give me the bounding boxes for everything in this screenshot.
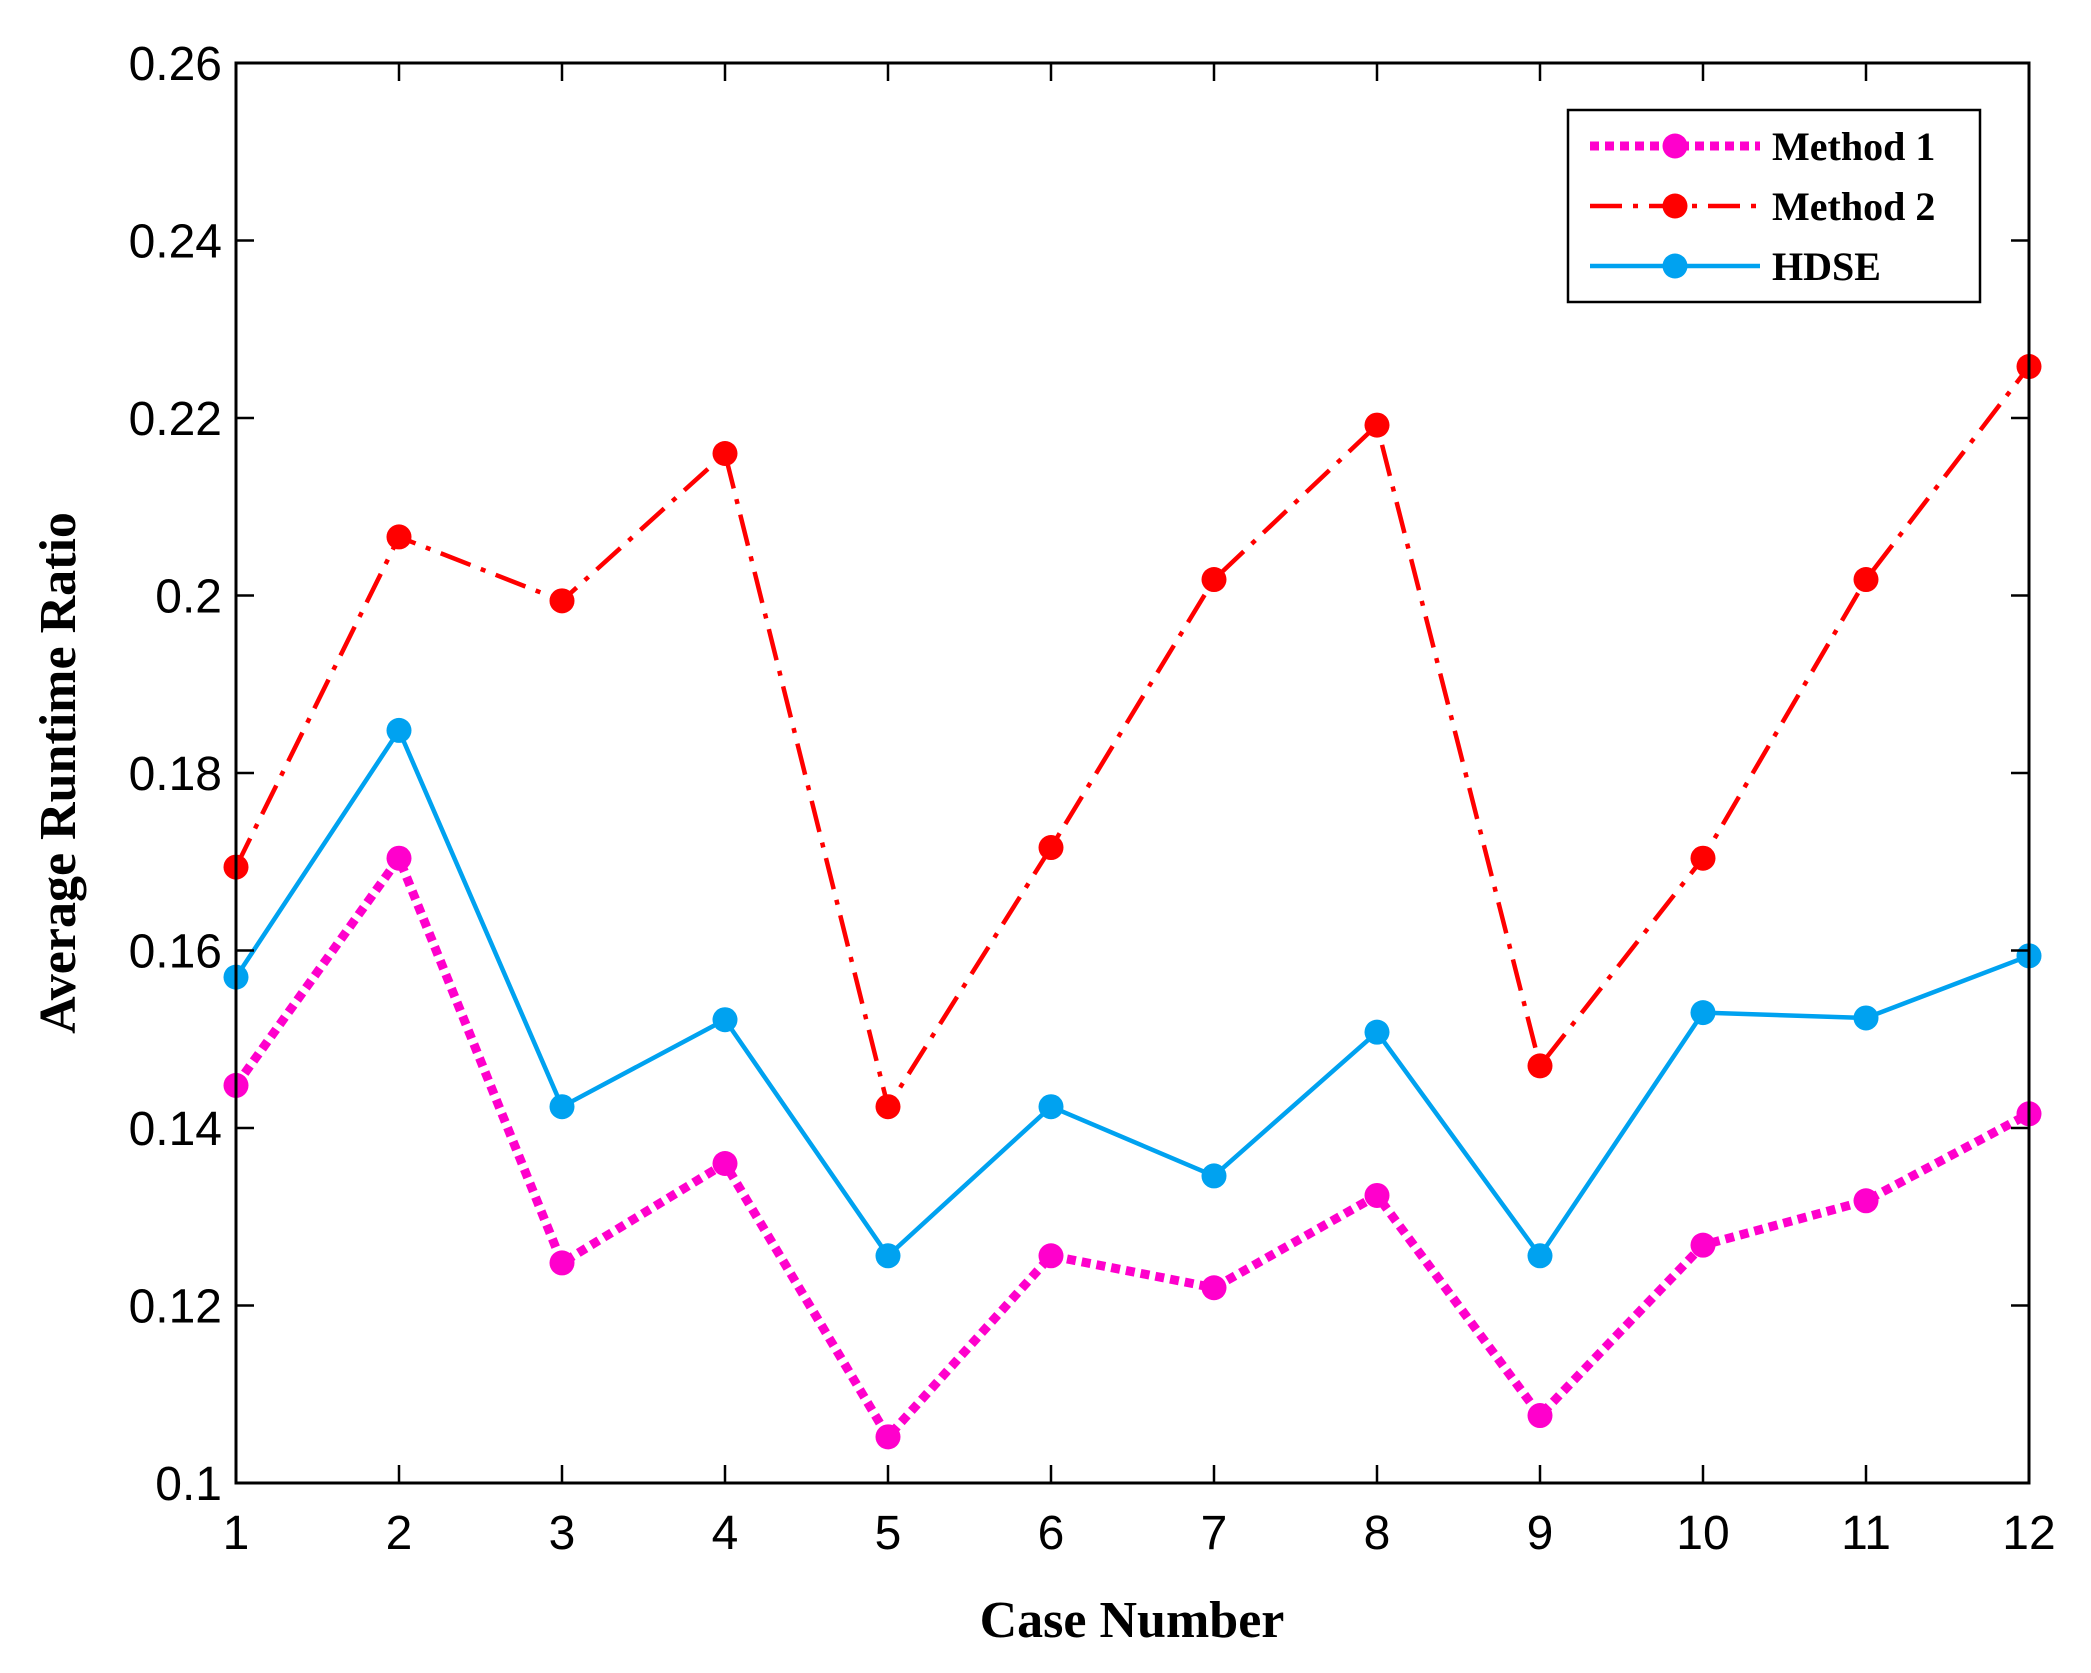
- legend-label: Method 1: [1772, 124, 1935, 169]
- data-point: [1201, 1275, 1227, 1301]
- plot-frame: [234, 61, 2031, 1485]
- data-point: [549, 1094, 575, 1120]
- legend: Method 1 Method 2 HDSE: [1566, 108, 1982, 304]
- legend-marker: [1662, 193, 1688, 219]
- data-point: [712, 1007, 738, 1033]
- data-point: [875, 1243, 901, 1269]
- x-tick-label: 5: [875, 1507, 902, 1560]
- data-point: [549, 1250, 575, 1276]
- data-point: [1364, 1182, 1390, 1208]
- legend-marker: [1662, 133, 1688, 159]
- data-point: [1690, 1000, 1716, 1026]
- legend-label: HDSE: [1772, 244, 1881, 289]
- y-tick-label: 0.18: [129, 748, 222, 801]
- y-tick-label: 0.14: [129, 1103, 222, 1156]
- data-point: [875, 1424, 901, 1450]
- x-tick-label: 12: [2002, 1507, 2055, 1560]
- data-point: [1853, 567, 1879, 593]
- series-line: [232, 853, 2032, 1442]
- x-tick-label: 9: [1527, 1507, 1554, 1560]
- y-tick-label: 0.24: [129, 216, 222, 269]
- series-method-1: [223, 845, 2042, 1450]
- y-tick-label: 0.12: [129, 1281, 222, 1334]
- data-point: [875, 1094, 901, 1120]
- y-tick-label: 0.22: [129, 393, 222, 446]
- x-tick-label: 8: [1364, 1507, 1391, 1560]
- legend-label: Method 2: [1772, 184, 1935, 229]
- x-tick-label: 11: [1841, 1507, 1891, 1560]
- x-tick-label: 4: [712, 1507, 739, 1560]
- x-tick-label: 7: [1201, 1507, 1228, 1560]
- data-point: [1853, 1005, 1879, 1031]
- data-point: [1690, 1232, 1716, 1258]
- legend-marker: [1662, 253, 1688, 279]
- data-point: [712, 1151, 738, 1176]
- data-point: [1690, 845, 1716, 871]
- series-line: [234, 728, 2030, 1259]
- series-layer: [223, 354, 2042, 1450]
- data-point: [1038, 835, 1064, 861]
- data-point: [386, 717, 412, 743]
- data-point: [1364, 1019, 1390, 1045]
- data-point: [1364, 412, 1390, 438]
- data-point: [386, 845, 412, 871]
- x-axis-title: Case Number: [980, 1592, 1285, 1649]
- y-tick-label: 0.1: [155, 1458, 222, 1511]
- x-tick-label: 3: [549, 1507, 576, 1560]
- data-point: [1527, 1053, 1553, 1079]
- x-tick-label: 2: [386, 1507, 413, 1560]
- data-point: [712, 441, 738, 466]
- series-line: [233, 365, 2031, 1109]
- data-point: [1038, 1094, 1064, 1120]
- data-point: [1038, 1243, 1064, 1269]
- data-point: [1853, 1188, 1879, 1214]
- x-tick-label: 6: [1038, 1507, 1065, 1560]
- y-tick-label: 0.26: [129, 38, 222, 91]
- data-point: [549, 588, 575, 614]
- data-point: [1527, 1403, 1553, 1429]
- data-point: [386, 524, 412, 550]
- data-point: [1527, 1243, 1553, 1269]
- ticks-layer: 1 2 3 4 5 6 7 8 9 10 11 120.10.120.140.160.180.20.2…: [129, 38, 2056, 1560]
- y-axis-title: Average Runtime Ratio: [30, 512, 87, 1034]
- data-point: [1201, 567, 1227, 593]
- y-tick-label: 0.16: [129, 926, 222, 979]
- y-tick-label: 0.2: [155, 571, 222, 624]
- x-tick-label: 10: [1676, 1507, 1729, 1560]
- x-tick-label: 1: [223, 1507, 250, 1560]
- data-point: [1201, 1163, 1227, 1189]
